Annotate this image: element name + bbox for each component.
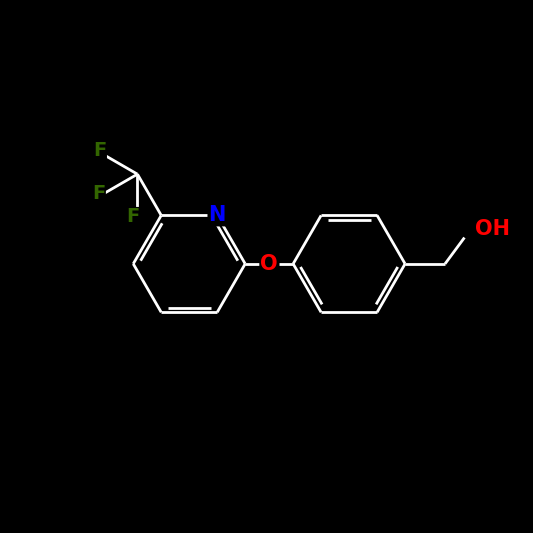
Text: OH: OH — [475, 219, 510, 238]
Text: N: N — [208, 205, 226, 225]
Text: F: F — [93, 141, 107, 160]
Text: O: O — [260, 254, 278, 274]
Text: F: F — [92, 184, 106, 203]
Text: F: F — [126, 207, 140, 227]
